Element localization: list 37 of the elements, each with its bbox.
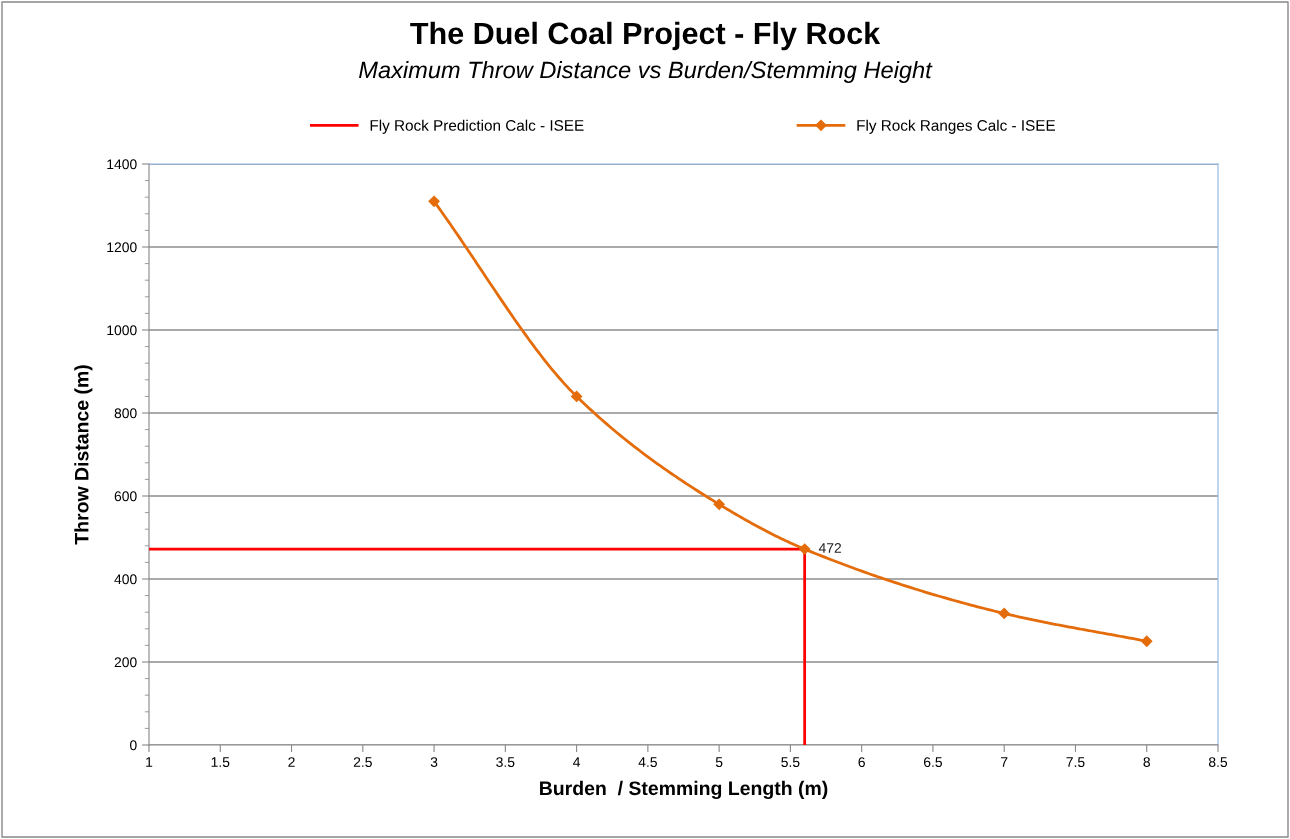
point [1141, 635, 1153, 647]
data-label: 472 [818, 543, 842, 553]
x-tick-label: 6.5 [923, 757, 943, 768]
x-tick-label: 3.5 [496, 757, 515, 768]
y-axis-title: Throw Distance (m) [74, 365, 93, 545]
point [799, 543, 811, 555]
x-tick-label: 4 [573, 757, 581, 767]
x-tick-label: 7.5 [1066, 757, 1085, 768]
y-tick-label: 1200 [107, 242, 137, 253]
y-tick-label: 0 [130, 740, 137, 751]
point [713, 498, 725, 510]
legend-label: Fly Rock Prediction Calc - ISEE [370, 119, 584, 134]
y-tick-label: 200 [114, 657, 137, 668]
y-tick-label: 1000 [107, 325, 137, 336]
y-tick-label: 800 [114, 408, 137, 419]
x-tick-label: 7 [1001, 757, 1008, 767]
x-tick-label: 4.5 [638, 757, 657, 768]
x-tick-label: 3 [430, 757, 438, 768]
x-tick-label: 1 [146, 757, 153, 767]
chart-subtitle: Maximum Throw Distance vs Burden/Stemming Height [359, 61, 933, 83]
x-axis-title: Burden / Stemming Length (m) [540, 780, 828, 800]
chart-title: The Duel Coal Project - Fly Rock [410, 21, 881, 51]
x-tick-label: 6 [858, 757, 865, 768]
x-tick-label: 8.5 [1208, 757, 1228, 768]
point [428, 195, 440, 207]
y-tick-label: 400 [114, 574, 137, 585]
y-tick-label: 600 [114, 491, 137, 502]
x-tick-label: 2.5 [353, 757, 372, 768]
legend-label: Fly Rock Ranges Calc - ISEE [857, 119, 1055, 134]
x-tick-label: 5 [715, 757, 723, 768]
x-tick-label: 5.5 [781, 757, 800, 768]
x-tick-label: 1.5 [211, 757, 230, 768]
point [570, 390, 583, 403]
x-tick-label: 2 [288, 757, 295, 767]
point [998, 607, 1010, 620]
x-tick-label: 8 [1143, 757, 1150, 768]
y-tick-label: 1400 [107, 159, 137, 170]
